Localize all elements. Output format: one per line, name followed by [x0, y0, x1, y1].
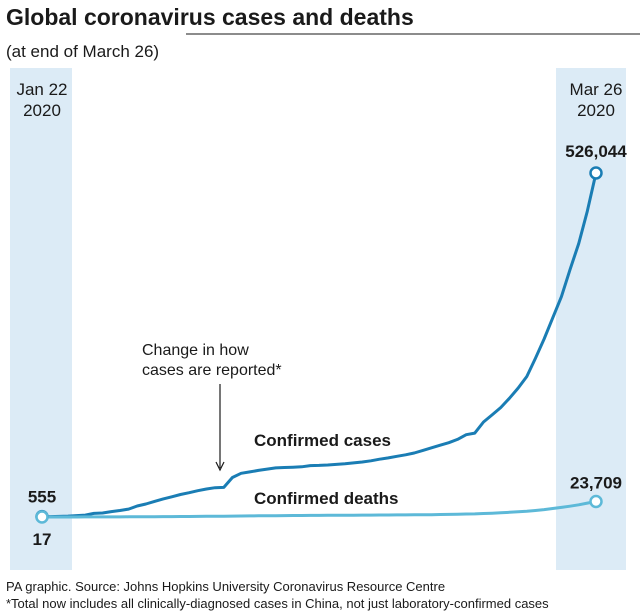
value-label: 526,044	[565, 142, 627, 161]
chart-subtitle: (at end of March 26)	[6, 42, 159, 61]
annotation: Change in how	[142, 342, 249, 359]
annotation: cases are reported*	[142, 362, 282, 379]
start-band	[10, 68, 72, 570]
series-line	[42, 500, 597, 519]
annotation-arrowhead	[215, 461, 225, 472]
value-label: 555	[28, 488, 56, 507]
end-marker	[35, 510, 49, 524]
end-marker	[589, 166, 603, 180]
value-label: 23,709	[570, 473, 622, 492]
footnote: *Total now includes all clinically-diagn…	[6, 596, 549, 611]
x-tick-label-line: Mar 26	[570, 80, 623, 99]
x-tick-label: Mar 26 2020	[570, 80, 623, 120]
x-tick-label-line: Jan 22	[16, 80, 67, 99]
end-marker	[589, 494, 603, 509]
x-tick-label-line: 2020	[577, 101, 615, 120]
series-label: Confirmed cases	[254, 431, 391, 450]
end-band	[556, 68, 626, 570]
x-tick-label: Jan 22 2020	[16, 80, 67, 120]
chart-title: Global coronavirus cases and deaths	[6, 4, 414, 30]
source: PA graphic. Source: Johns Hopkins Univer…	[6, 579, 445, 594]
series-line	[42, 172, 598, 519]
x-tick-label-line: 2020	[23, 101, 61, 120]
value-label: 17	[33, 530, 52, 549]
series-label: Confirmed deaths	[254, 489, 399, 508]
